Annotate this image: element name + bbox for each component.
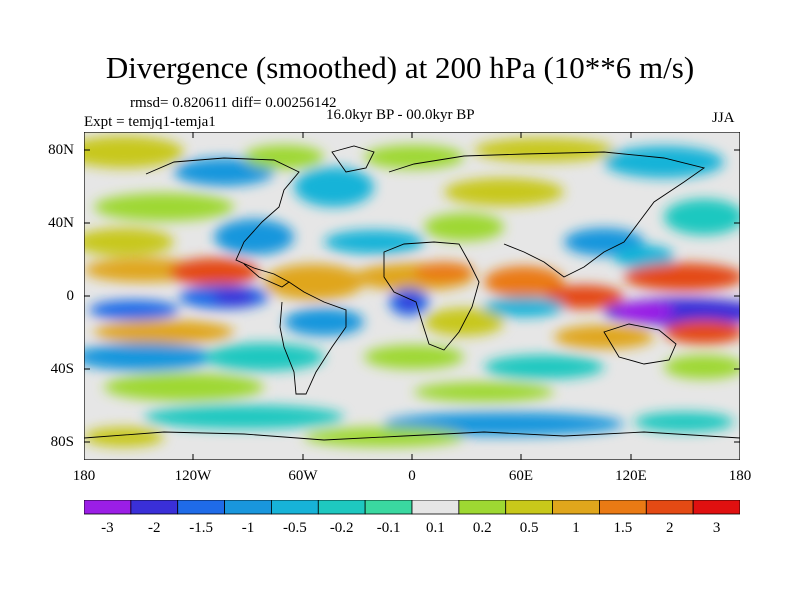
colorbar-label: -0.2 xyxy=(317,520,367,536)
colorbar-swatch xyxy=(84,500,131,514)
colorbar-swatch xyxy=(553,500,600,514)
colorbar xyxy=(84,500,740,516)
period-label: 16.0kyr BP - 00.0kyr BP xyxy=(326,107,475,123)
colorbar-swatch xyxy=(506,500,553,514)
colorbar-swatch xyxy=(599,500,646,514)
lon-tick-180e: 180 xyxy=(710,468,770,484)
lat-tick-80n: 80N xyxy=(14,142,74,158)
colorbar-label: 0.1 xyxy=(410,520,460,536)
colorbar-swatch xyxy=(365,500,412,514)
colorbar-label: -3 xyxy=(82,520,132,536)
colorbar-swatch xyxy=(412,500,459,514)
colorbar-label: -1.5 xyxy=(176,520,226,536)
colorbar-label: -2 xyxy=(129,520,179,536)
lon-tick-120e: 120E xyxy=(601,468,661,484)
colorbar-label: -0.1 xyxy=(364,520,414,536)
colorbar-swatch xyxy=(459,500,506,514)
colorbar-label: 0.2 xyxy=(457,520,507,536)
colorbar-label: 1.5 xyxy=(598,520,648,536)
colorbar-swatch xyxy=(225,500,272,514)
lat-tick-40s: 40S xyxy=(14,361,74,377)
colorbar-label: 3 xyxy=(692,520,742,536)
colorbar-swatch xyxy=(131,500,178,514)
lon-tick-180w: 180 xyxy=(54,468,114,484)
lon-tick-120w: 120W xyxy=(163,468,223,484)
colorbar-label: 1 xyxy=(551,520,601,536)
colorbar-label: -1 xyxy=(223,520,273,536)
lon-tick-60e: 60E xyxy=(491,468,551,484)
colorbar-swatch xyxy=(693,500,740,514)
lat-tick-80s: 80S xyxy=(14,434,74,450)
lon-tick-60w: 60W xyxy=(273,468,333,484)
divergence-map xyxy=(84,132,740,460)
stats-label: rmsd= 0.820611 diff= 0.00256142 xyxy=(130,95,337,111)
colorbar-swatch xyxy=(271,500,318,514)
season-label: JJA xyxy=(712,110,735,126)
chart-title: Divergence (smoothed) at 200 hPa (10**6 … xyxy=(0,50,800,86)
colorbar-label: -0.5 xyxy=(270,520,320,536)
lat-tick-0: 0 xyxy=(14,288,74,304)
colorbar-label: 2 xyxy=(645,520,695,536)
experiment-label: Expt = temjq1-temja1 xyxy=(84,114,216,130)
colorbar-swatch xyxy=(178,500,225,514)
lon-tick-0: 0 xyxy=(382,468,442,484)
colorbar-label: 0.5 xyxy=(504,520,554,536)
colorbar-swatch xyxy=(318,500,365,514)
colorbar-swatch xyxy=(646,500,693,514)
lat-tick-40n: 40N xyxy=(14,215,74,231)
contour-field xyxy=(84,132,740,460)
